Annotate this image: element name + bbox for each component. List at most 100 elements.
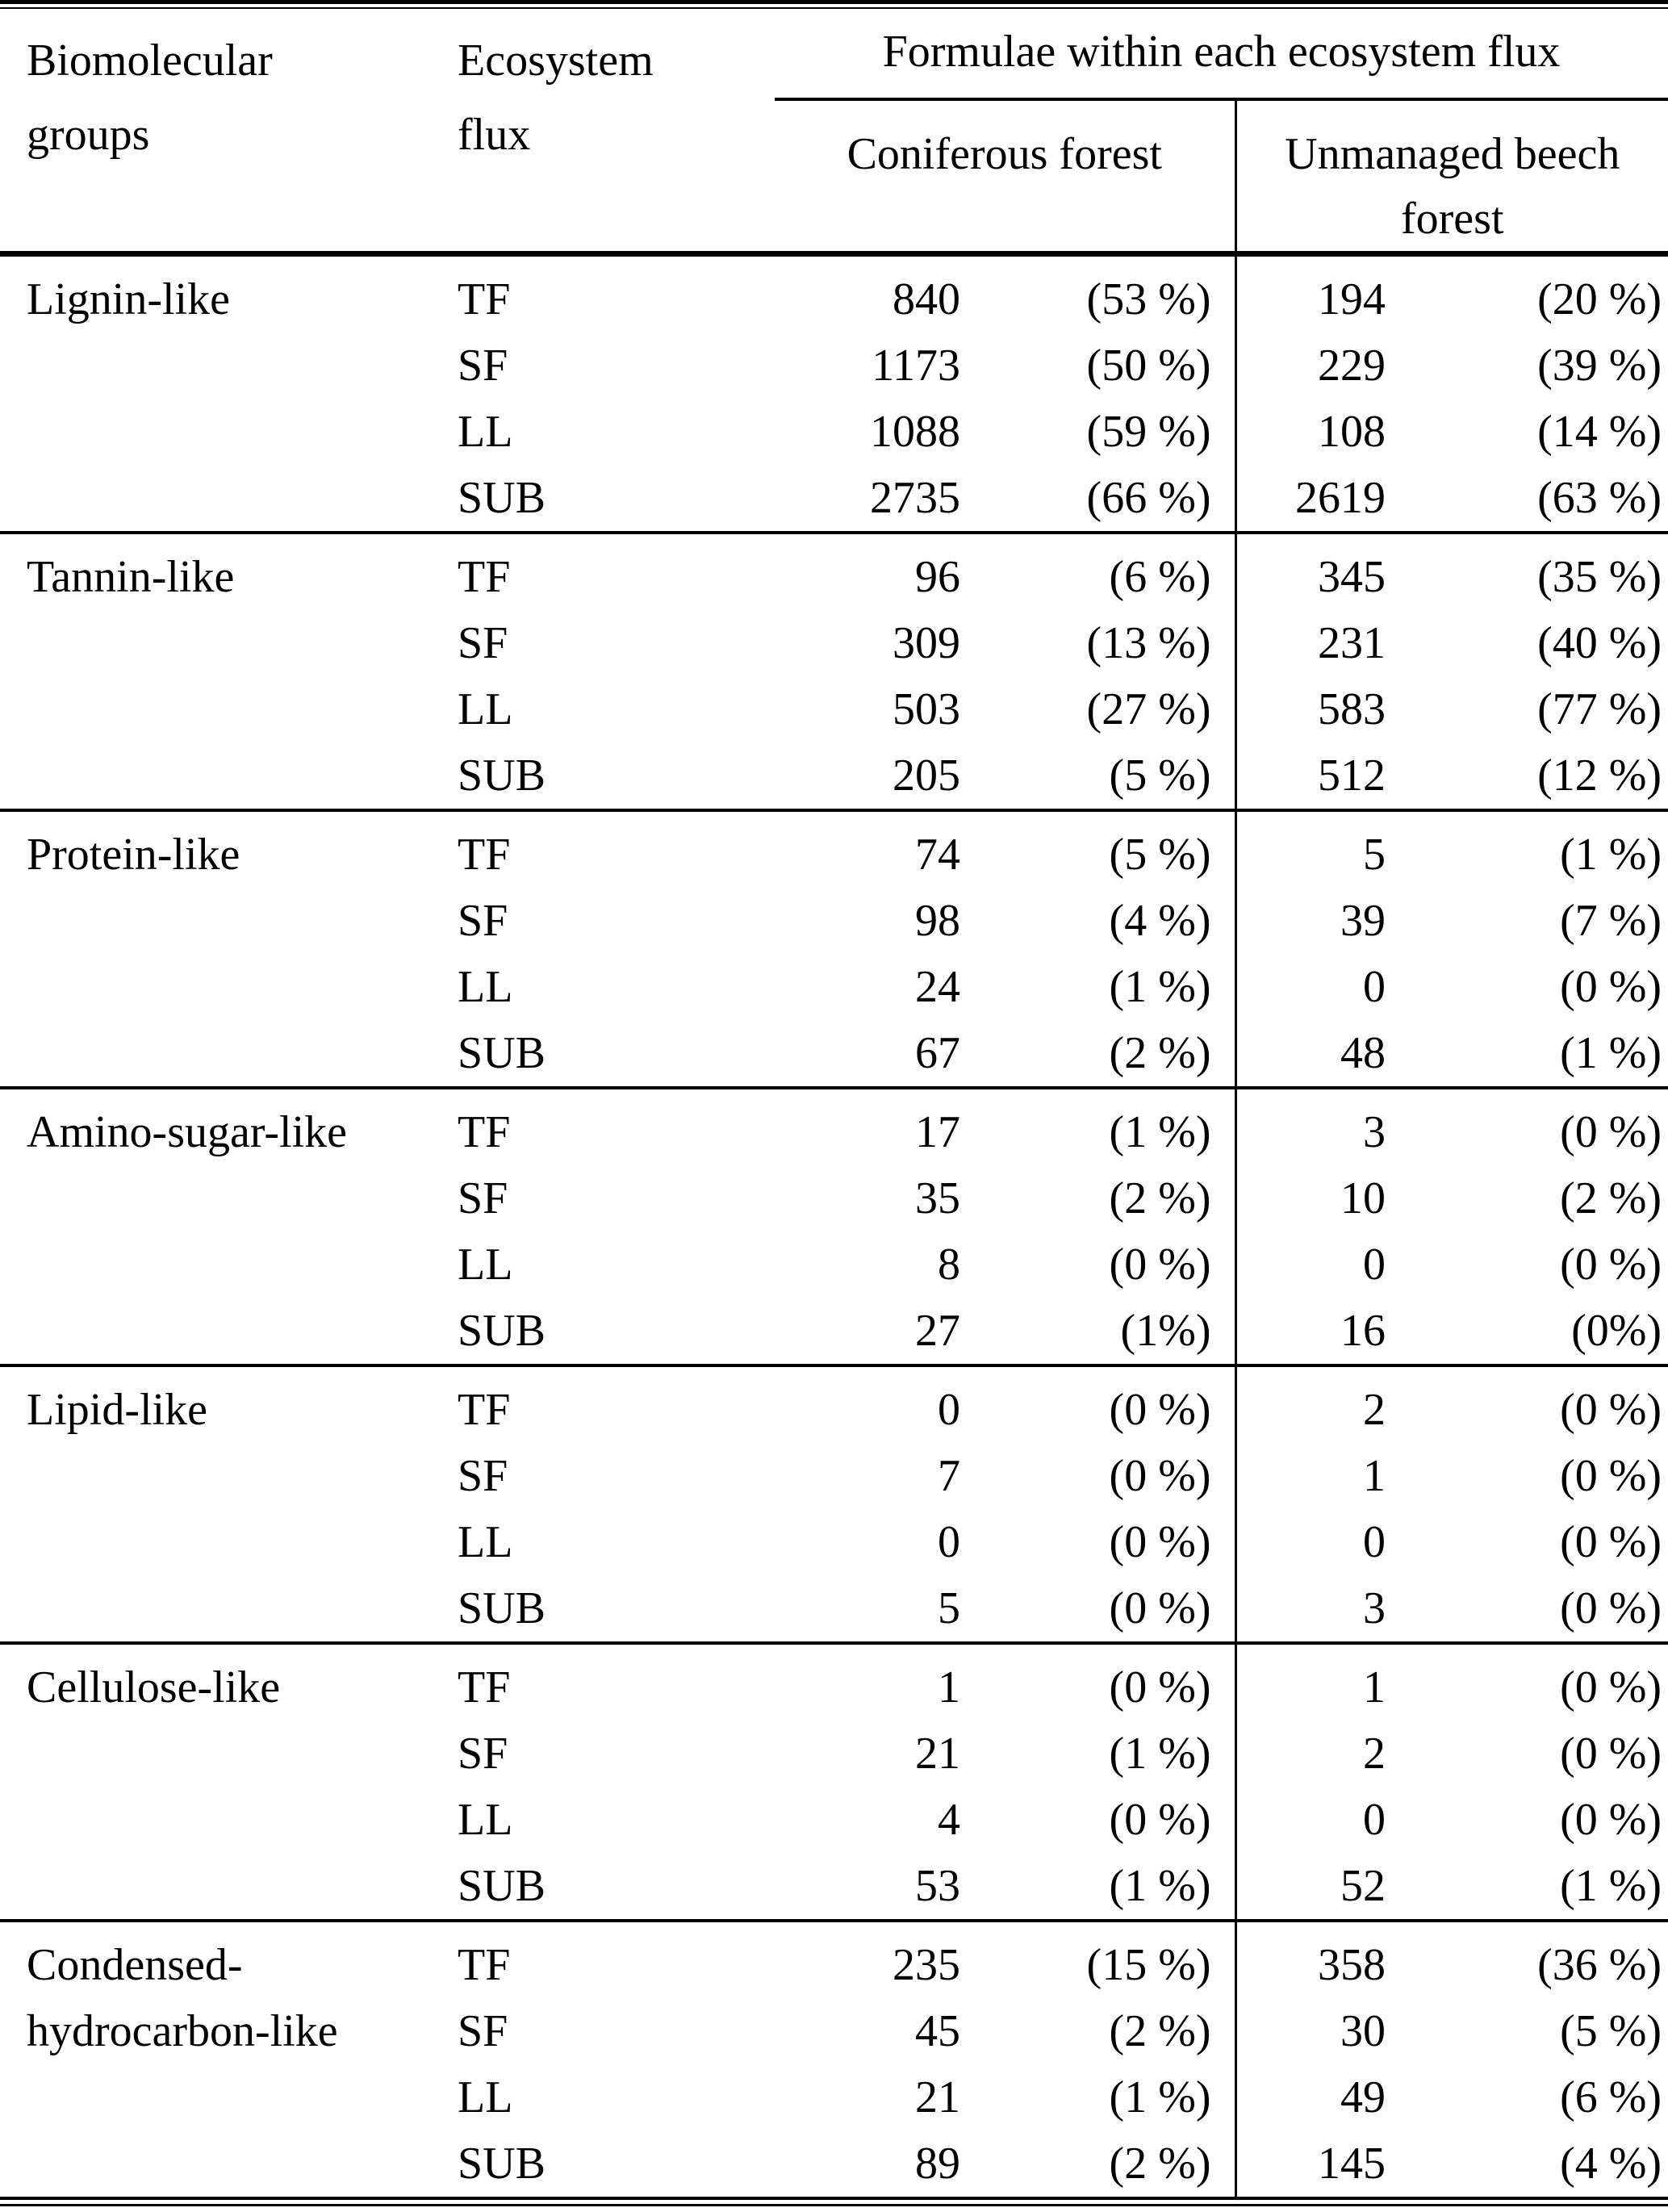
coniferous-pct-cell: (4 %) xyxy=(1109,896,1211,946)
flux-cell: SF xyxy=(458,1451,508,1501)
flux-cell: SF xyxy=(458,1729,508,1779)
table-row: LL 24 (1 %) 0 (0 %) xyxy=(0,954,1668,1020)
coniferous-count-cell: 840 xyxy=(893,274,960,324)
beech-count-cell: 0 xyxy=(1234,1787,1386,1853)
flux-cell: TF xyxy=(458,1385,511,1435)
coniferous-pct-cell: (0 %) xyxy=(1109,1583,1211,1633)
beech-count-cell: 2619 xyxy=(1234,465,1386,533)
group-tannin-like: Tannin-like TF 96 (6 %) 345 (35 %) SF 309 (13 %)… xyxy=(0,533,1668,810)
table-row: LL 8 (0 %) 0 (0 %) xyxy=(0,1231,1668,1298)
table-row: SF 309 (13 %) 231 (40 %) xyxy=(0,610,1668,676)
group-label: Cellulose-like xyxy=(27,1662,281,1712)
beech-count-cell: 0 xyxy=(1234,1231,1386,1298)
beech-count-cell: 194 xyxy=(1234,253,1386,332)
beech-pct-cell: (0 %) xyxy=(1560,1517,1662,1567)
table-row: SF 35 (2 %) 10 (2 %) xyxy=(0,1165,1668,1231)
coniferous-count-cell: 2735 xyxy=(870,473,960,523)
header-biomolecular-groups: Biomolecular groups xyxy=(0,9,436,254)
table-row: SUB 89 (2 %) 145 (4 %) xyxy=(0,2130,1668,2197)
beech-count-cell: 2 xyxy=(1234,1721,1386,1787)
coniferous-count-cell: 89 xyxy=(915,2139,960,2189)
coniferous-count-cell: 74 xyxy=(915,830,960,880)
table-top-rule xyxy=(0,0,1668,9)
coniferous-pct-cell: (2 %) xyxy=(1109,1173,1211,1223)
table-bottom-rule xyxy=(0,2197,1668,2206)
beech-count-cell: 0 xyxy=(1234,1509,1386,1575)
beech-pct-cell: (1 %) xyxy=(1560,1028,1662,1078)
group-cellulose-like: Cellulose-like TF 1 (0 %) 1 (0 %) SF 21 (1 %) 2 (0… xyxy=(0,1643,1668,1921)
beech-pct-cell: (63 %) xyxy=(1537,473,1662,523)
beech-pct-cell: (0 %) xyxy=(1560,1583,1662,1633)
beech-count-cell: 48 xyxy=(1234,1020,1386,1088)
biomolecular-flux-table: Biomolecular groups Ecosystem flux Formu… xyxy=(0,9,1668,2197)
group-label: Tannin-like xyxy=(27,552,235,602)
table-row: Tannin-like TF 96 (6 %) 345 (35 %) xyxy=(0,533,1668,610)
flux-cell: TF xyxy=(458,274,511,324)
table-row: Amino-sugar-like TF 17 (1 %) 3 (0 %) xyxy=(0,1088,1668,1165)
coniferous-pct-cell: (53 %) xyxy=(1086,274,1211,324)
table-row: LL 1088 (59 %) 108 (14 %) xyxy=(0,399,1668,465)
table-row: Protein-like TF 74 (5 %) 5 (1 %) xyxy=(0,810,1668,888)
beech-count-cell: 16 xyxy=(1234,1298,1386,1365)
coniferous-count-cell: 27 xyxy=(915,1306,960,1356)
flux-cell: SF xyxy=(458,341,508,391)
flux-cell: SUB xyxy=(458,1306,546,1356)
table-row: SUB 67 (2 %) 48 (1 %) xyxy=(0,1020,1668,1088)
beech-pct-cell: (0 %) xyxy=(1560,1451,1662,1501)
table-row: SUB 27 (1%) 16 (0%) xyxy=(0,1298,1668,1365)
coniferous-pct-cell: (1%) xyxy=(1120,1306,1211,1356)
beech-count-cell: 0 xyxy=(1234,954,1386,1020)
beech-count-cell: 3 xyxy=(1234,1088,1386,1165)
table-row: SF 1173 (50 %) 229 (39 %) xyxy=(0,332,1668,399)
coniferous-count-cell: 205 xyxy=(893,751,960,801)
coniferous-pct-cell: (2 %) xyxy=(1109,2139,1211,2189)
group-label: Lignin-like xyxy=(27,274,230,324)
flux-cell: SUB xyxy=(458,1861,546,1911)
beech-count-cell: 231 xyxy=(1234,610,1386,676)
coniferous-pct-cell: (1 %) xyxy=(1109,1107,1211,1157)
coniferous-pct-cell: (6 %) xyxy=(1109,552,1211,602)
coniferous-count-cell: 17 xyxy=(915,1107,960,1157)
table-row: Lipid-like TF 0 (0 %) 2 (0 %) xyxy=(0,1365,1668,1443)
header-unmanaged-beech-forest-label: Unmanaged beech forest xyxy=(1285,129,1620,244)
coniferous-count-cell: 4 xyxy=(938,1795,960,1845)
flux-cell: SUB xyxy=(458,1583,546,1633)
coniferous-pct-cell: (5 %) xyxy=(1109,751,1211,801)
header-ecosystem-flux: Ecosystem flux xyxy=(436,9,775,254)
beech-count-cell: 229 xyxy=(1234,332,1386,399)
coniferous-pct-cell: (13 %) xyxy=(1086,618,1211,668)
table-row: LL 21 (1 %) 49 (6 %) xyxy=(0,2064,1668,2130)
beech-count-cell: 52 xyxy=(1234,1853,1386,1921)
table-row: LL 503 (27 %) 583 (77 %) xyxy=(0,676,1668,742)
coniferous-count-cell: 53 xyxy=(915,1861,960,1911)
beech-pct-cell: (1 %) xyxy=(1560,830,1662,880)
flux-cell: TF xyxy=(458,1662,511,1712)
coniferous-pct-cell: (0 %) xyxy=(1109,1517,1211,1567)
coniferous-pct-cell: (66 %) xyxy=(1086,473,1211,523)
coniferous-count-cell: 235 xyxy=(893,1940,960,1990)
beech-pct-cell: (35 %) xyxy=(1537,552,1662,602)
beech-pct-cell: (39 %) xyxy=(1537,341,1662,391)
beech-pct-cell: (77 %) xyxy=(1537,684,1662,734)
beech-pct-cell: (14 %) xyxy=(1537,407,1662,457)
beech-count-cell: 49 xyxy=(1234,2064,1386,2130)
beech-count-cell: 145 xyxy=(1234,2130,1386,2197)
coniferous-pct-cell: (2 %) xyxy=(1109,1028,1211,1078)
coniferous-count-cell: 1173 xyxy=(872,341,960,391)
table-row: LL 4 (0 %) 0 (0 %) xyxy=(0,1787,1668,1853)
beech-count-cell: 1 xyxy=(1234,1643,1386,1721)
coniferous-pct-cell: (1 %) xyxy=(1109,2072,1211,2122)
beech-count-cell: 358 xyxy=(1234,1921,1386,1998)
beech-count-cell: 583 xyxy=(1234,676,1386,742)
coniferous-count-cell: 96 xyxy=(915,552,960,602)
coniferous-count-cell: 21 xyxy=(915,2072,960,2122)
group-label: Condensed-hydrocarbon-like xyxy=(27,1940,338,2056)
coniferous-pct-cell: (59 %) xyxy=(1086,407,1211,457)
flux-cell: TF xyxy=(458,552,511,602)
table-row: SF 98 (4 %) 39 (7 %) xyxy=(0,888,1668,954)
beech-pct-cell: (12 %) xyxy=(1537,751,1662,801)
coniferous-pct-cell: (2 %) xyxy=(1109,2006,1211,2056)
coniferous-count-cell: 7 xyxy=(938,1451,960,1501)
beech-pct-cell: (40 %) xyxy=(1537,618,1662,668)
header-row-sites: Coniferous forest Unmanaged beech forest xyxy=(0,99,1668,254)
